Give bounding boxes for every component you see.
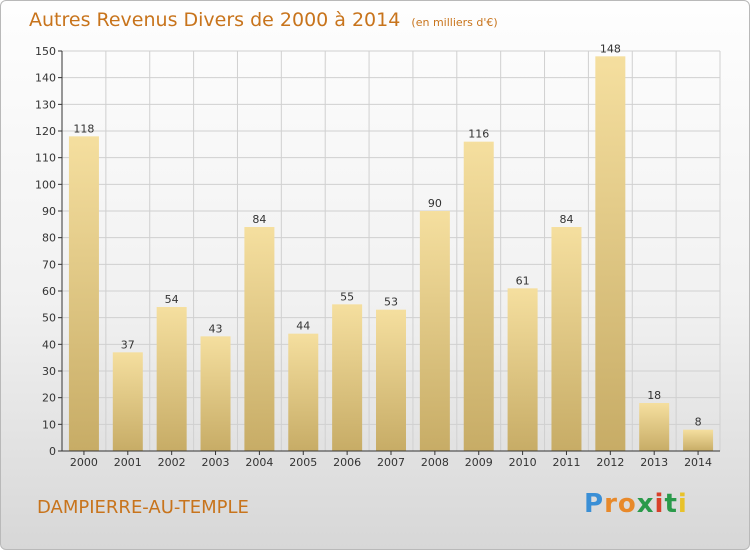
bar-2007 [376,309,406,451]
axes: 0 10 20 30 40 50 60 70 80 90 100 110 120 130 140 150 200… [35,45,720,469]
y-tick-label: 120 [35,125,56,138]
y-tick-label: 0 [49,445,56,458]
data-label: 37 [121,338,135,351]
bar-2009 [463,141,494,451]
data-label: 53 [384,296,398,309]
y-tick-label: 40 [42,338,56,351]
logo-letter: r [604,489,618,519]
bar-2006 [332,304,363,451]
x-tick-label: 2008 [421,456,449,469]
logo-letter: o [617,489,637,519]
y-tick-label: 140 [35,72,56,85]
data-label: 54 [165,293,179,306]
logo-letter: P [584,489,605,519]
data-label: 148 [600,42,621,55]
y-tick-label: 20 [42,392,56,405]
bar-2010 [507,288,538,451]
chart-title-main: Autres Revenus Divers de 2000 à 2014 [29,9,401,31]
logo-letter: t [664,489,678,519]
data-label: 18 [647,389,661,402]
bar-2013 [639,403,670,451]
x-tick-label: 2003 [202,456,230,469]
data-label: 61 [516,274,530,287]
bar-2014 [683,429,714,451]
x-tick-label: 2011 [552,456,580,469]
y-tick-label: 50 [42,312,56,325]
x-tick-label: 2002 [158,456,186,469]
x-tick-label: 2005 [289,456,317,469]
data-label: 44 [296,320,310,333]
logo-letter: i [654,489,665,519]
y-tick-label: 70 [42,258,56,271]
logo-letter: i [677,489,688,519]
x-tick-label: 2007 [377,456,405,469]
y-tick-label: 10 [42,418,56,431]
y-tick-label: 90 [42,205,56,218]
y-tick-label: 30 [42,365,56,378]
proxiti-logo: Proxiti [584,489,688,519]
data-label: 116 [468,128,489,141]
logo-letter: x [636,489,655,519]
data-label: 8 [695,416,702,429]
x-tick-label: 2014 [684,456,712,469]
x-tick-label: 2004 [245,456,273,469]
x-tick-label: 2000 [70,456,98,469]
bar-2002 [156,307,187,451]
bar-2001 [112,352,143,451]
chart-title: Autres Revenus Divers de 2000 à 2014 (en… [29,9,498,31]
bar-2011 [551,227,582,451]
x-tick-label: 2010 [509,456,537,469]
bars [68,56,714,452]
bar-2003 [200,336,231,451]
x-tick-label: 2009 [465,456,493,469]
y-tick-label: 130 [35,98,56,111]
data-labels: 118 37 54 43 84 44 55 53 90 116 61 84 148 18 8 [73,42,701,428]
data-label: 43 [209,322,223,335]
y-tick-label: 80 [42,232,56,245]
commune-name: DAMPIERRE-AU-TEMPLE [37,497,249,518]
chart-title-unit: (en milliers d'€) [411,16,498,29]
y-tick-label: 150 [35,45,56,58]
data-label: 84 [559,213,573,226]
data-label: 84 [252,213,266,226]
bar-2012 [595,56,626,451]
y-tick-label: 100 [35,178,56,191]
bar-2005 [288,333,319,451]
x-tick-label: 2013 [640,456,668,469]
y-tick-label: 110 [35,152,56,165]
x-tick-label: 2001 [114,456,142,469]
data-label: 90 [428,197,442,210]
bar-2000 [68,136,99,452]
bar-2004 [244,227,275,451]
bar-2008 [419,211,450,451]
y-tick-label: 60 [42,285,56,298]
data-label: 55 [340,290,354,303]
x-tick-label: 2006 [333,456,361,469]
x-tick-label: 2012 [596,456,624,469]
data-label: 118 [73,122,94,135]
